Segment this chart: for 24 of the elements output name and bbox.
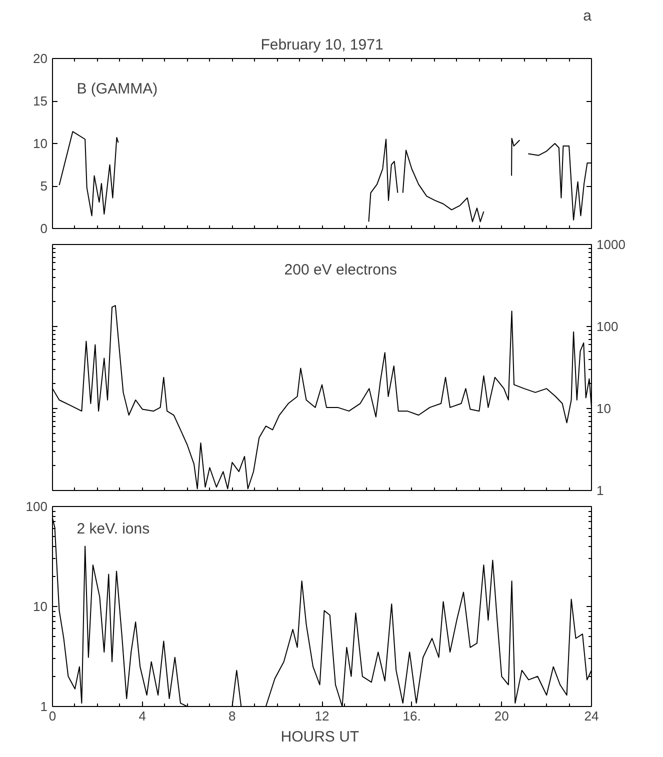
y-tick-label: 1 [596, 483, 604, 498]
annotation: 200 eV electrons [284, 262, 397, 279]
x-axis-title: HOURS UT [280, 728, 360, 746]
chart-title: February 10, 1971 [260, 36, 384, 54]
text: a [583, 8, 592, 24]
annotation: B (GAMMA) [76, 80, 158, 98]
x-tick-label: 20 [494, 708, 509, 724]
y-tick-label: 100 [26, 499, 48, 514]
y-tick-label: 10 [33, 136, 48, 151]
y-tick-label: 10 [33, 599, 48, 614]
y-tick-label: 20 [33, 51, 48, 66]
y-tick-label: 100 [596, 319, 618, 334]
y-tick-label: 1000 [596, 237, 626, 252]
x-tick-label: 4 [138, 708, 146, 724]
x-tick-label: 16. [402, 708, 421, 724]
y-tick-label: 15 [33, 94, 48, 108]
x-tick-label: 24 [584, 708, 599, 724]
annotation: 2 keV. ions [76, 520, 150, 538]
y-tick-label: 1 [40, 699, 48, 714]
y-tick-label: 0 [40, 221, 48, 236]
x-tick-label: 8 [228, 708, 236, 724]
x-tick-label: 12 [314, 708, 330, 724]
y-tick-label: 10 [596, 401, 611, 416]
y-tick-label: 5 [40, 178, 48, 194]
